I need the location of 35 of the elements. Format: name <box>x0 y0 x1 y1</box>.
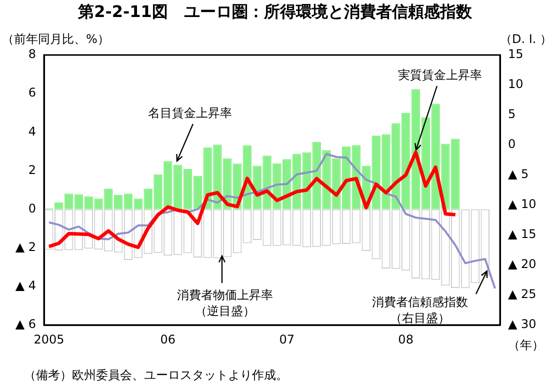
text: 消費者信頼感指数（右目盛） <box>372 295 468 326</box>
bar <box>451 138 460 210</box>
y2-tick-label: ▲ 15 <box>508 227 536 242</box>
y2-tick-label: ▲ 25 <box>508 287 536 302</box>
y-tick-label: ▲ 4 <box>15 278 36 293</box>
x-tick-label: 08 <box>398 332 414 346</box>
text: （備考）欧州委員会、ユーロスタットより作成。 <box>24 368 288 382</box>
y2-tick-label: 0 <box>508 137 516 152</box>
chart-title: 第2-2-11図 ユーロ圏：所得環境と消費者信頼感指数 <box>77 2 473 22</box>
y2-tick-label: 15 <box>508 47 524 62</box>
y2-tick-label: ▲ 10 <box>508 197 536 212</box>
y-tick-label: ▲ 2 <box>15 240 36 254</box>
x-tick-label: 2005 <box>34 332 64 346</box>
text: 消費者物価上昇率（逆目盛） <box>177 288 273 318</box>
y-tick-label: 0 <box>28 201 36 216</box>
y-tick-label: 2 <box>28 162 36 177</box>
x-tick-label: 07 <box>279 332 295 346</box>
y-tick-label: 8 <box>28 47 36 62</box>
y-axis-title: （前年同月比、%） <box>2 32 110 46</box>
bar <box>382 134 390 210</box>
y-tick-label: 6 <box>28 86 36 100</box>
x-tick-label: 06 <box>160 332 176 346</box>
y2-tick-label: ▲ 30 <box>508 317 536 332</box>
bar <box>441 144 450 210</box>
text: 実質賃金上昇率 <box>398 68 482 82</box>
y2-tick-label: 5 <box>508 107 516 122</box>
y-tick-label: 4 <box>28 124 36 138</box>
text: 名目賃金上昇率 <box>148 106 232 120</box>
y2-tick-label: ▲ 5 <box>508 167 529 182</box>
y2-tick-label: ▲ 20 <box>508 257 536 272</box>
y-tick-label: ▲ 6 <box>15 317 36 332</box>
y2-tick-label: 10 <box>508 77 524 92</box>
bar <box>154 174 162 210</box>
x-axis-title: （年） <box>508 338 544 352</box>
y2-axis-title: （D. I. ） <box>500 32 550 46</box>
